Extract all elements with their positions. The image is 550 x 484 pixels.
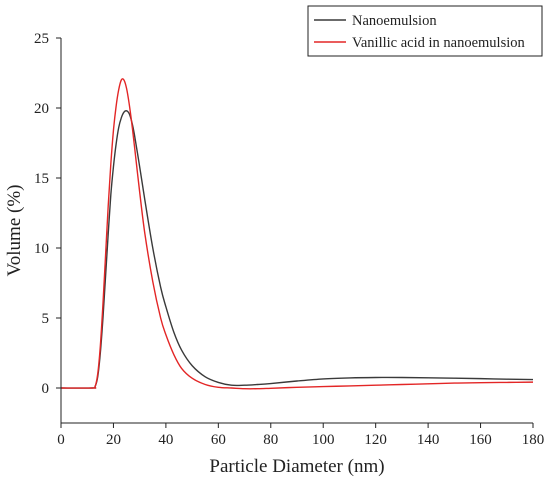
x-tick-label: 160 (469, 432, 492, 448)
x-tick-label: 140 (417, 432, 440, 448)
legend-label-1: Vanillic acid in nanoemulsion (352, 35, 526, 51)
series-line-1 (60, 78, 534, 390)
legend-label-0: Nanoemulsion (352, 13, 437, 29)
x-tick-label: 60 (211, 432, 226, 448)
x-tick-label: 0 (57, 432, 65, 448)
y-tick-label: 20 (34, 101, 49, 117)
series-line-0 (60, 110, 534, 389)
tick-marks (56, 37, 534, 428)
y-tick-label: 0 (42, 381, 50, 397)
y-tick-label: 25 (34, 31, 49, 47)
legend: Nanoemulsion Vanillic acid in nanoemulsio… (307, 5, 543, 57)
y-tick-label: 10 (34, 241, 49, 257)
axes (60, 38, 533, 424)
y-axis-title: Volume (%) (4, 185, 25, 277)
x-axis-title: Particle Diameter (nm) (209, 456, 384, 477)
y-tick-label: 15 (34, 171, 49, 187)
x-tick-label: 40 (158, 432, 173, 448)
x-tick-label: 180 (522, 432, 545, 448)
x-tick-label: 20 (106, 432, 121, 448)
y-tick-label: 5 (42, 311, 50, 327)
legend-box (307, 5, 543, 57)
x-tick-label: 100 (312, 432, 335, 448)
x-tick-label: 80 (263, 432, 278, 448)
tick-labels: 0 20 40 60 80 100 120 140 160 180 0 5 10 15 20 25 (34, 31, 544, 448)
plot-area (60, 78, 534, 390)
x-tick-label: 120 (364, 432, 387, 448)
